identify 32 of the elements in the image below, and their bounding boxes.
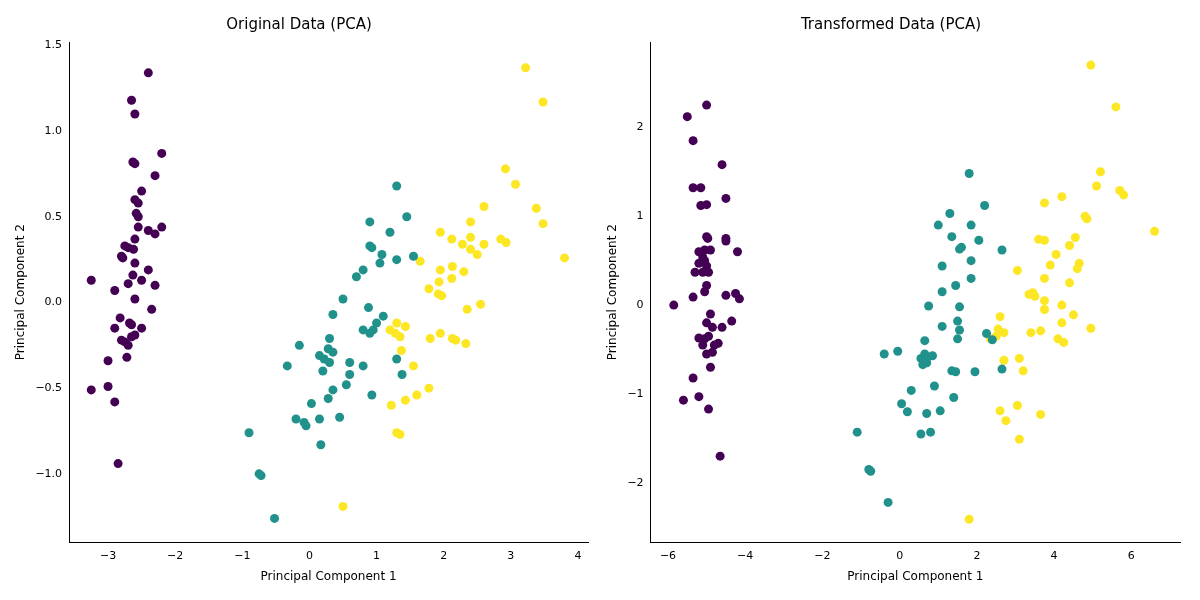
y-tick-label: 1.5 <box>44 38 63 52</box>
x-tick-label: 0 <box>896 548 904 562</box>
x-tick-label: −2 <box>814 548 831 562</box>
y-tick-label: 2 <box>636 120 644 134</box>
x-tick-label: −4 <box>737 548 754 562</box>
x-tick-label: 2 <box>440 548 448 562</box>
y-tick-label: 0.5 <box>44 209 63 223</box>
y-tick-label: −1 <box>627 386 644 400</box>
chart-title: Original Data (PCA) <box>226 14 372 33</box>
y-tick-label: 1 <box>636 209 644 223</box>
chart-title: Transformed Data (PCA) <box>799 14 982 33</box>
x-tick-label: −6 <box>659 548 677 562</box>
x-tick-label: −3 <box>99 548 117 562</box>
x-axis-title: Principal Component 1 <box>847 568 984 583</box>
x-tick-label: 6 <box>1127 548 1135 562</box>
x-tick-label: 4 <box>574 548 582 562</box>
x-tick-label: 0 <box>305 548 313 562</box>
x-tick-label: 2 <box>973 548 981 562</box>
y-tick-label: −2 <box>627 475 644 489</box>
x-tick-label: 1 <box>373 548 381 562</box>
y-tick-label: 1.0 <box>44 123 63 137</box>
y-tick-label: 0.0 <box>44 295 63 309</box>
x-tick-label: 4 <box>1050 548 1058 562</box>
y-tick-label: 0 <box>636 297 644 311</box>
x-tick-label: 3 <box>507 548 515 562</box>
x-tick-label: −2 <box>167 548 184 562</box>
x-tick-label: −1 <box>234 548 251 562</box>
y-tick-label: −1.0 <box>35 466 63 480</box>
y-axis-title: Principal Component 2 <box>605 224 620 361</box>
y-tick-label: −0.5 <box>35 381 63 395</box>
x-axis-title: Principal Component 1 <box>260 568 397 583</box>
y-axis-title: Principal Component 2 <box>13 224 28 361</box>
